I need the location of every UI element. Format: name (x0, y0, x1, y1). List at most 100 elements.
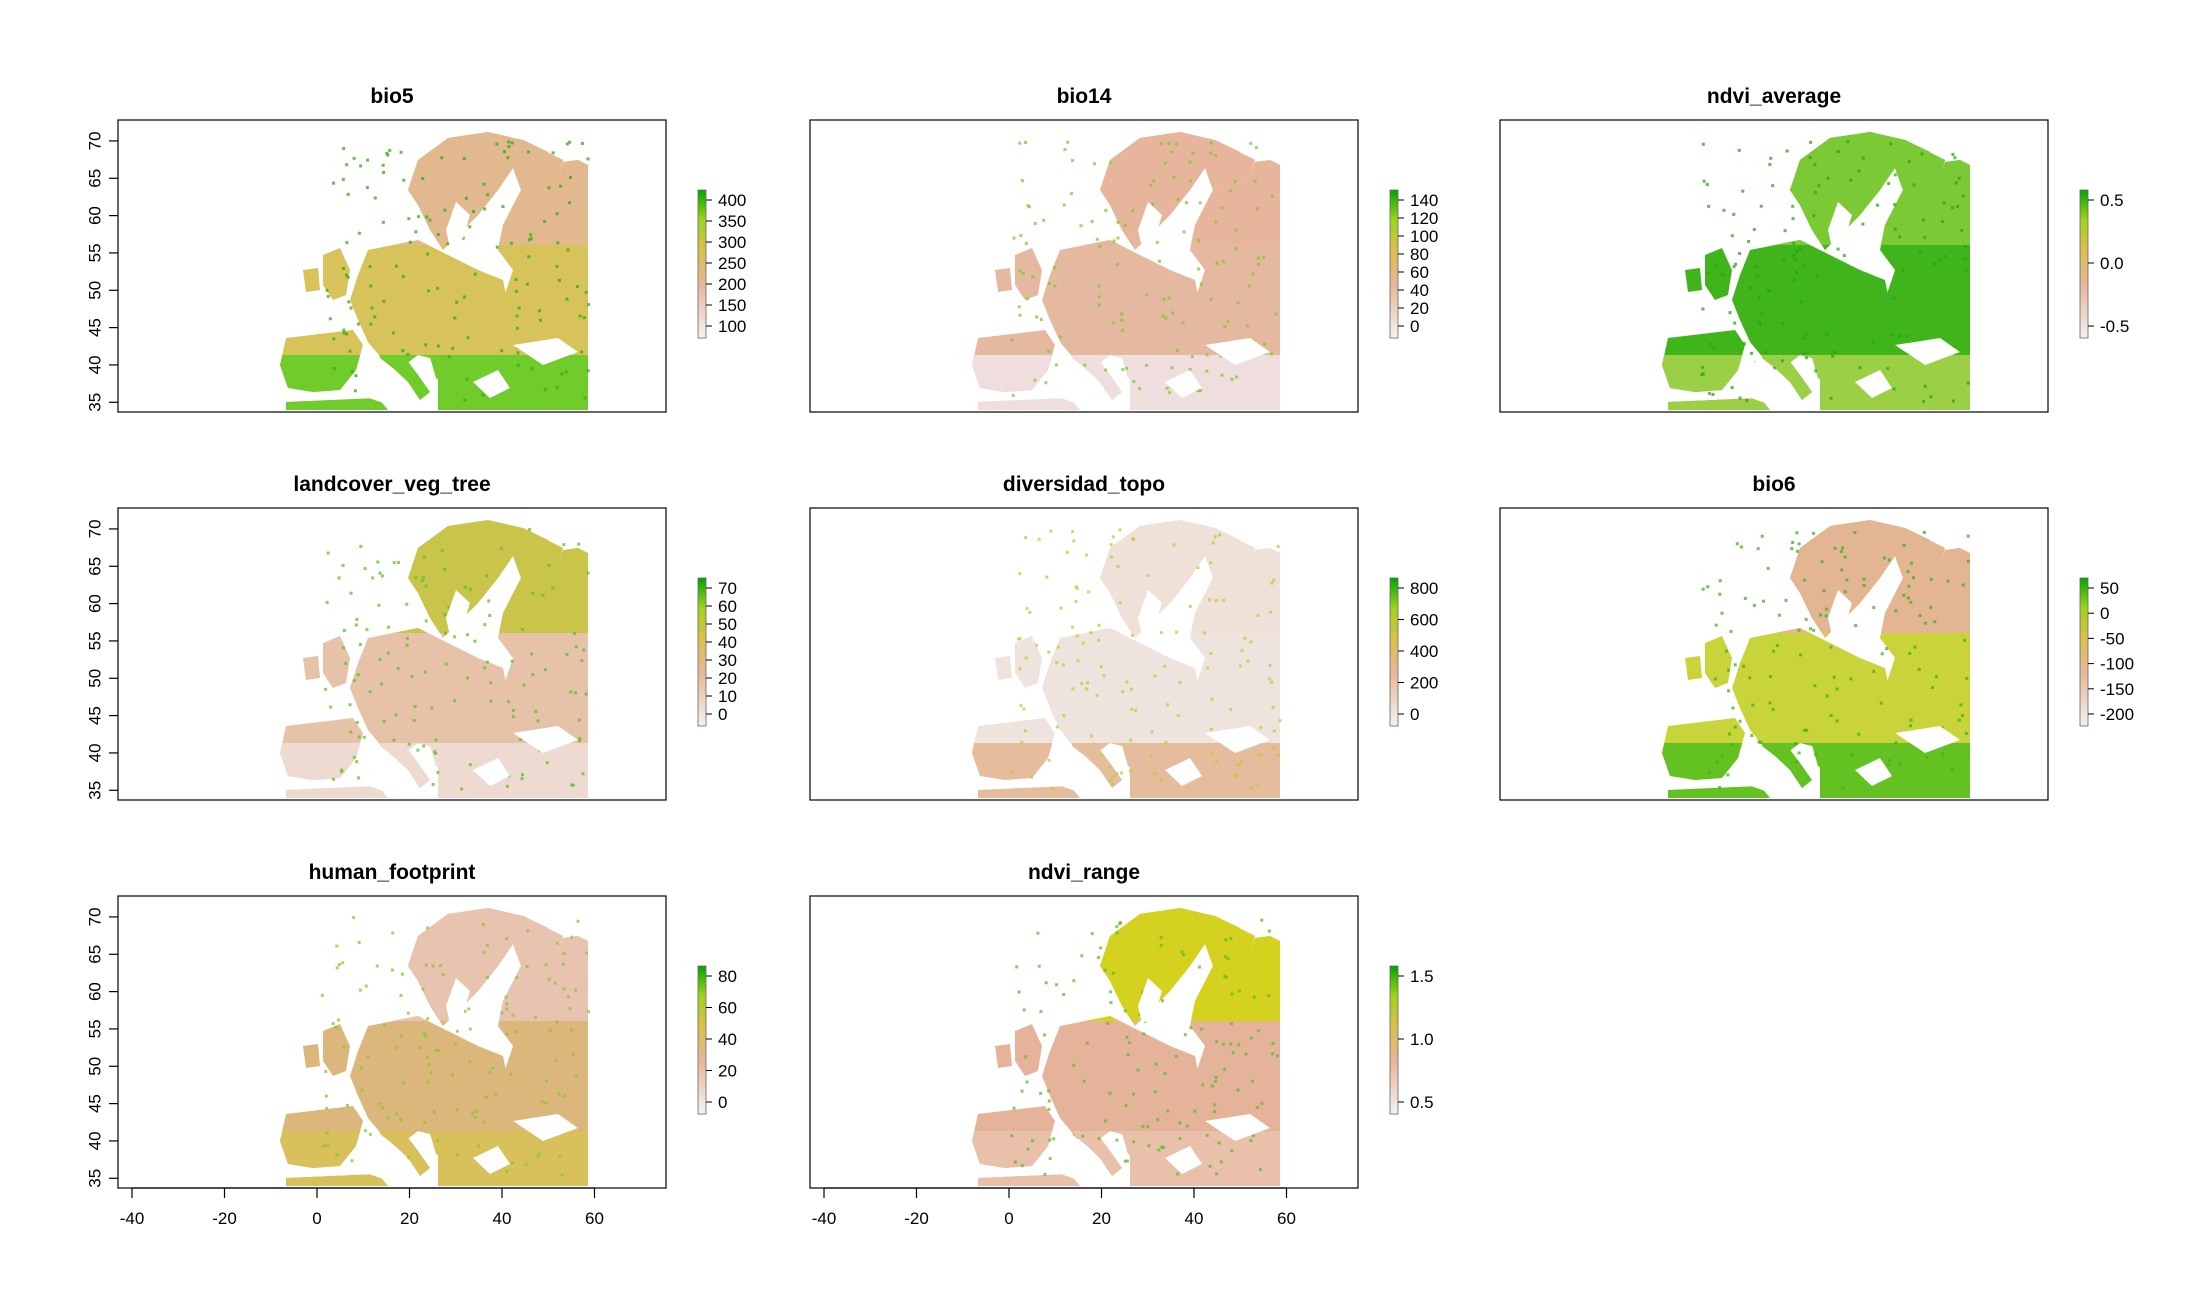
legend-colorbar (697, 965, 707, 1115)
legend-tick-label: 0 (718, 1093, 727, 1112)
legend-tick-label: 100 (718, 317, 746, 336)
plot-frame (1499, 119, 2049, 413)
legend-colorbar (697, 189, 707, 339)
y-tick-label: 65 (85, 557, 104, 576)
y-tick-label: 60 (85, 982, 104, 1001)
y-tick-label: 60 (85, 206, 104, 225)
legend-tick-label: -0.5 (2100, 317, 2129, 336)
legend-tick-label: 20 (1410, 299, 1429, 318)
legend-tick-label: 800 (1410, 579, 1438, 598)
y-tick-label: 50 (85, 669, 104, 688)
panel-title: bio6 (1752, 473, 1795, 496)
plot-frame (117, 507, 667, 801)
legend-colorbar (1389, 189, 1399, 339)
legend-tick-label: 60 (718, 597, 737, 616)
color-legend: 800 600 400 200 0 (1389, 577, 1438, 727)
plot-frame (809, 507, 1359, 801)
y-tick-label: 45 (85, 1094, 104, 1113)
x-tick-label: 0 (312, 1209, 321, 1228)
panel-title: human_footprint (309, 861, 476, 884)
legend-tick-label: -100 (2100, 655, 2134, 674)
legend-tick-label: 40 (1410, 281, 1429, 300)
legend-tick-label: 300 (718, 233, 746, 252)
legend-tick-label: 150 (718, 296, 746, 315)
raster-map (1500, 120, 2048, 410)
legend-tick-label: 0.5 (1410, 1093, 1434, 1112)
y-tick-label: 70 (85, 907, 104, 926)
legend-tick-label: 120 (1410, 209, 1438, 228)
y-tick-label: 35 (85, 1169, 104, 1188)
raster-map (118, 120, 666, 410)
legend-tick-label: 100 (1410, 227, 1438, 246)
color-legend: 1.5 1.0 0.5 (1389, 965, 1434, 1115)
legend-tick-label: 140 (1410, 191, 1438, 210)
panel-title: landcover_veg_tree (293, 473, 490, 496)
y-tick-label: 70 (85, 519, 104, 538)
legend-tick-label: 200 (718, 275, 746, 294)
x-tick-label: -40 (120, 1209, 145, 1228)
x-tick-label: -20 (904, 1209, 929, 1228)
raster-map (810, 508, 1358, 798)
color-legend: 80 60 40 20 0 (697, 965, 737, 1115)
map-panel-diversidad-topo: diversidad_topo 800 600 400 200 0 (809, 473, 1438, 801)
panel-title: diversidad_topo (1003, 473, 1165, 496)
legend-tick-label: 0 (1410, 705, 1419, 724)
panel-title: ndvi_average (1707, 85, 1841, 108)
x-tick-label: -20 (212, 1209, 237, 1228)
panel-title: ndvi_range (1028, 861, 1140, 884)
x-tick-label: 40 (493, 1209, 512, 1228)
legend-tick-label: 250 (718, 254, 746, 273)
legend-colorbar (2079, 189, 2089, 339)
legend-tick-label: 50 (718, 615, 737, 634)
map-panel-landcover-veg-tree: landcover_veg_tree3540455055606570706050… (85, 473, 737, 801)
y-tick-label: 40 (85, 1131, 104, 1150)
y-tick-label: 65 (85, 169, 104, 188)
x-tick-label: 0 (1004, 1209, 1013, 1228)
legend-tick-label: -150 (2100, 680, 2134, 699)
raster-map (118, 896, 666, 1186)
x-tick-label: 60 (1277, 1209, 1296, 1228)
map-panel-bio5: bio5 35 40 45 50 55 60 65 70 400 350 300 250 200 150 10… (85, 85, 746, 413)
legend-tick-label: -50 (2100, 629, 2125, 648)
y-tick-label: 40 (85, 743, 104, 762)
legend-tick-label: 80 (1410, 245, 1429, 264)
y-tick-label: 50 (85, 1057, 104, 1076)
panel-title: bio5 (370, 85, 413, 108)
plot-frame (1499, 507, 2049, 801)
y-tick-label: 45 (85, 706, 104, 725)
legend-tick-label: 0 (718, 705, 727, 724)
x-tick-label: -40 (812, 1209, 837, 1228)
color-legend: 0.5 0.0 -0.5 (2079, 189, 2129, 339)
y-tick-label: 55 (85, 1019, 104, 1038)
legend-tick-label: 40 (718, 633, 737, 652)
x-tick-label: 20 (400, 1209, 419, 1228)
map-panel-ndvi-range: ndvi_range -40 -20 0 20 40 60 1.5 1.0 0.5 (809, 861, 1434, 1228)
map-panel-ndvi-average: ndvi_average 0.5 0.0 -0.5 (1499, 85, 2129, 413)
x-tick-label: 40 (1185, 1209, 1204, 1228)
y-tick-label: 55 (85, 631, 104, 650)
y-tick-label: 60 (85, 594, 104, 613)
y-tick-label: 70 (85, 131, 104, 150)
legend-tick-label: 80 (718, 967, 737, 986)
legend-tick-label: 350 (718, 212, 746, 231)
legend-colorbar (1389, 965, 1399, 1115)
y-tick-label: 50 (85, 281, 104, 300)
legend-tick-label: 600 (1410, 611, 1438, 630)
y-tick-label: 45 (85, 318, 104, 337)
panel-title: bio14 (1057, 85, 1112, 108)
legend-tick-label: 400 (1410, 642, 1438, 661)
legend-tick-label: 0 (2100, 604, 2109, 623)
legend-tick-label: 10 (718, 687, 737, 706)
legend-tick-label: 20 (718, 669, 737, 688)
legend-tick-label: 400 (718, 191, 746, 210)
y-tick-label: 35 (85, 781, 104, 800)
legend-tick-label: 0.0 (2100, 254, 2124, 273)
raster-map (118, 508, 666, 798)
map-panel-bio6: bio6 50 0 -50 -100 -150 -200 (1499, 473, 2134, 801)
legend-tick-label: -200 (2100, 705, 2134, 724)
y-tick-label: 40 (85, 355, 104, 374)
legend-tick-label: 30 (718, 651, 737, 670)
